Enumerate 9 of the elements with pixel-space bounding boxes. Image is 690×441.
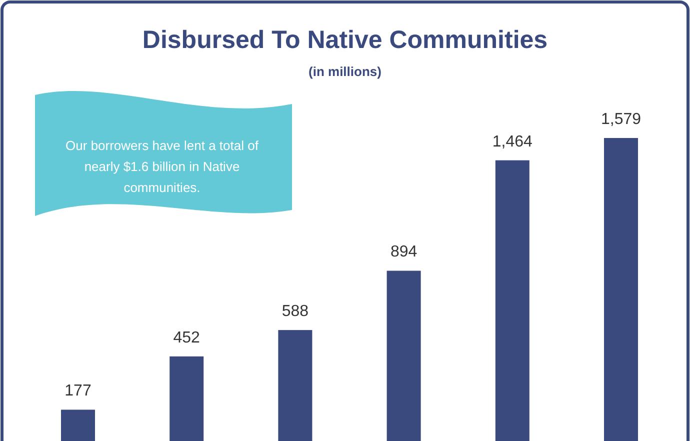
data-label: 452: [173, 329, 200, 346]
annotation: Our borrowers have lent a total of nearly $1.6 billion in Native communities.: [66, 138, 259, 195]
data-label: 588: [282, 303, 309, 320]
chart-title: Disbursed To Native Communities: [142, 26, 548, 54]
data-label: 1,579: [600, 111, 642, 128]
data-label: 177: [64, 382, 92, 400]
data-label: 1,464: [492, 133, 533, 150]
data-label: 894: [390, 244, 418, 261]
chart-subtitle: (in millions): [308, 64, 382, 79]
